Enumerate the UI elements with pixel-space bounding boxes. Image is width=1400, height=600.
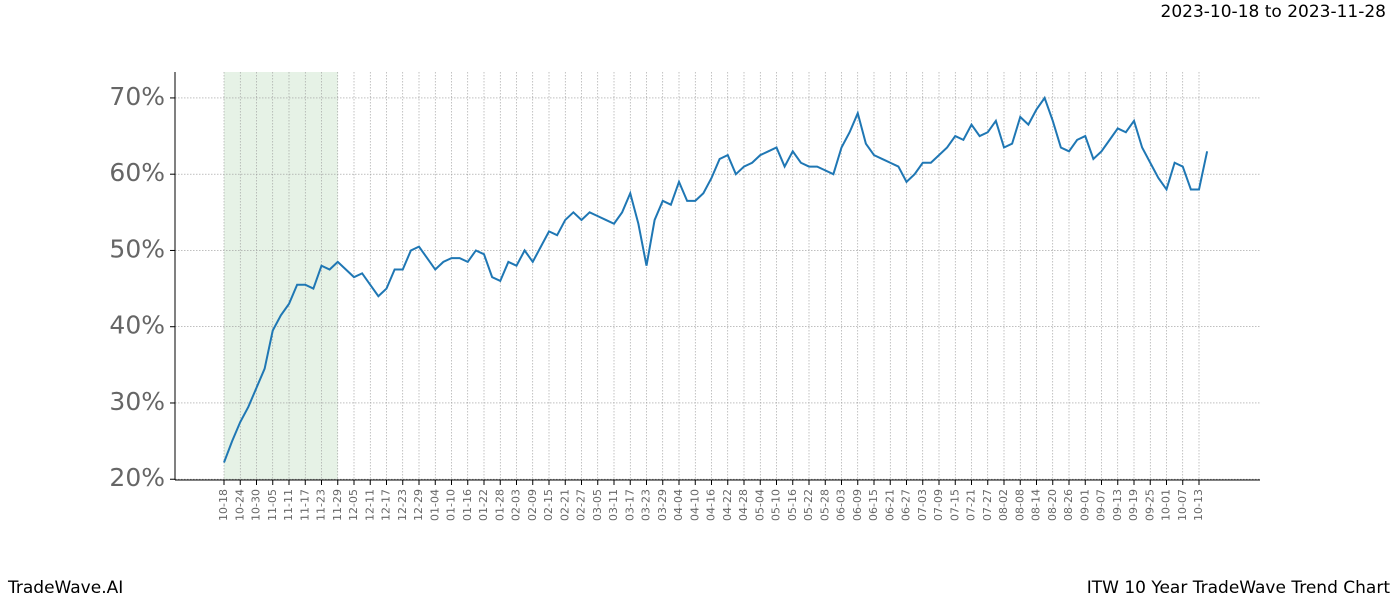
- x-tick-label: 06-21: [883, 489, 896, 521]
- x-tick-label: 02-03: [510, 489, 523, 521]
- x-tick-label: 03-17: [623, 489, 636, 521]
- x-tick-label: 02-27: [575, 489, 588, 521]
- x-tick-label: 07-27: [981, 489, 994, 521]
- x-tick-label: 09-01: [1078, 489, 1091, 521]
- x-tick-label: 01-10: [445, 489, 458, 521]
- x-tick-label: 10-30: [250, 489, 263, 521]
- x-tick-label: 05-10: [770, 489, 783, 521]
- x-tick-label: 11-05: [266, 489, 279, 521]
- x-tick-label: 08-02: [997, 489, 1010, 521]
- x-tick-label: 12-05: [347, 489, 360, 521]
- chart-title: 2023-10-18 to 2023-11-28: [1161, 2, 1386, 22]
- x-tick-label: 06-27: [900, 489, 913, 521]
- x-tick-label: 11-11: [282, 489, 295, 521]
- footer-right: ITW 10 Year TradeWave Trend Chart: [1087, 578, 1391, 598]
- x-tick-label: 12-11: [363, 489, 376, 521]
- x-tick-label: 02-21: [558, 489, 571, 521]
- x-tick-label: 04-28: [737, 489, 750, 521]
- x-tick-label: 07-03: [916, 489, 929, 521]
- footer-left: TradeWave.AI: [7, 578, 123, 598]
- x-tick-label: 09-19: [1127, 489, 1140, 521]
- x-tick-label: 05-04: [753, 489, 766, 521]
- x-tick-label: 01-22: [477, 489, 490, 521]
- x-tick-label: 07-21: [965, 489, 978, 521]
- x-tick-label: 11-17: [298, 489, 311, 521]
- x-tick-label: 09-07: [1095, 489, 1108, 521]
- x-tick-label: 03-23: [640, 489, 653, 521]
- x-tick-label: 12-29: [412, 489, 425, 521]
- x-tick-label: 06-03: [835, 489, 848, 521]
- y-tick-label: 60%: [109, 158, 165, 187]
- x-tick-label: 07-09: [932, 489, 945, 521]
- x-tick-label: 10-13: [1192, 489, 1205, 521]
- x-tick-label: 02-09: [526, 489, 539, 521]
- x-tick-label: 06-15: [867, 489, 880, 521]
- x-tick-label: 05-28: [818, 489, 831, 521]
- x-tick-label: 07-15: [948, 489, 961, 521]
- x-tick-label: 08-08: [1013, 489, 1026, 521]
- x-tick-label: 05-16: [786, 489, 799, 521]
- x-tick-label: 03-05: [591, 489, 604, 521]
- line-series: [223, 95, 1209, 463]
- x-tick-label: 10-07: [1176, 489, 1189, 521]
- x-tick-label: 10-24: [233, 489, 246, 521]
- y-tick-label: 50%: [109, 234, 165, 263]
- x-tick-label: 12-17: [380, 489, 393, 521]
- x-tick-label: 03-29: [656, 489, 669, 521]
- x-tick-label: 02-15: [542, 489, 555, 521]
- y-tick-label: 70%: [109, 82, 165, 111]
- x-tick-label: 08-14: [1030, 489, 1043, 521]
- x-tick-label: 01-04: [428, 489, 441, 521]
- y-tick-label: 20%: [109, 463, 165, 492]
- x-tick-label: 08-20: [1046, 489, 1059, 521]
- x-tick-label: 08-26: [1062, 489, 1075, 521]
- x-tick-label: 04-04: [672, 489, 685, 521]
- x-tick-label: 04-22: [721, 489, 734, 521]
- x-tick-label: 10-18: [217, 489, 230, 521]
- x-tick-label: 09-13: [1111, 489, 1124, 521]
- x-tick-label: 04-16: [705, 489, 718, 521]
- x-tick-label: 10-01: [1160, 489, 1173, 521]
- x-tick-label: 01-28: [493, 489, 506, 521]
- x-tick-label: 05-22: [802, 489, 815, 521]
- x-tick-label: 11-23: [315, 489, 328, 521]
- x-tick-label: 03-11: [607, 489, 620, 521]
- x-tick-label: 12-23: [396, 489, 409, 521]
- x-tick-label: 09-25: [1143, 489, 1156, 521]
- x-tick-label: 01-16: [461, 489, 474, 521]
- x-tick-label: 04-10: [688, 489, 701, 521]
- x-tick-label: 06-09: [851, 489, 864, 521]
- y-tick-label: 40%: [109, 311, 165, 340]
- y-tick-label: 30%: [109, 387, 165, 416]
- x-tick-label: 11-29: [331, 489, 344, 521]
